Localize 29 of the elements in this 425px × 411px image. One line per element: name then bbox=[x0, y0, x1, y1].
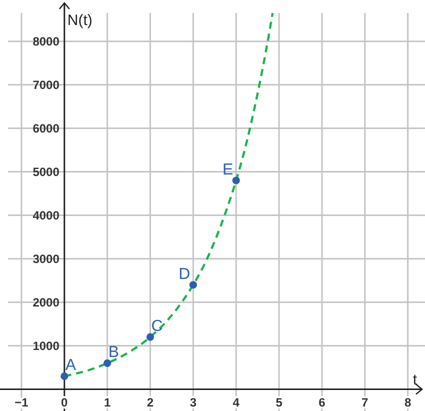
y-tick-label: 5000 bbox=[32, 164, 60, 179]
annotation: A bbox=[65, 357, 76, 374]
annotation: D bbox=[178, 266, 190, 283]
y-tick-label: 3000 bbox=[32, 252, 60, 266]
annotation: C bbox=[151, 318, 163, 336]
y-tick-label: 2000 bbox=[32, 295, 60, 310]
y-tick-label: 7000 bbox=[32, 78, 60, 92]
y-tick-label: 8000 bbox=[32, 34, 60, 48]
x-tick-label: 4 bbox=[232, 395, 240, 410]
y-axis-title: N(t) bbox=[67, 12, 92, 29]
point bbox=[104, 359, 112, 367]
x-tick-label: −1 bbox=[14, 395, 29, 410]
y-tick-label: 1000 bbox=[32, 338, 60, 353]
y-tick-label: 6000 bbox=[32, 121, 60, 136]
x-tick-label: 3 bbox=[190, 395, 197, 410]
x-tick-label: 8 bbox=[404, 395, 412, 410]
point bbox=[189, 281, 197, 289]
x-axis-title: t bbox=[412, 371, 418, 388]
x-tick-label: 5 bbox=[276, 395, 283, 410]
x-tick-label: 6 bbox=[318, 395, 326, 410]
annotation: E bbox=[222, 161, 234, 178]
point bbox=[232, 176, 240, 184]
y-tick-label: 4000 bbox=[32, 208, 60, 222]
point bbox=[60, 372, 68, 380]
x-tick-label: 7 bbox=[362, 395, 369, 410]
x-tick-label: 2 bbox=[146, 395, 154, 410]
x-tick-label: 1 bbox=[104, 395, 111, 410]
point bbox=[146, 333, 154, 341]
annotation: B bbox=[108, 344, 119, 362]
